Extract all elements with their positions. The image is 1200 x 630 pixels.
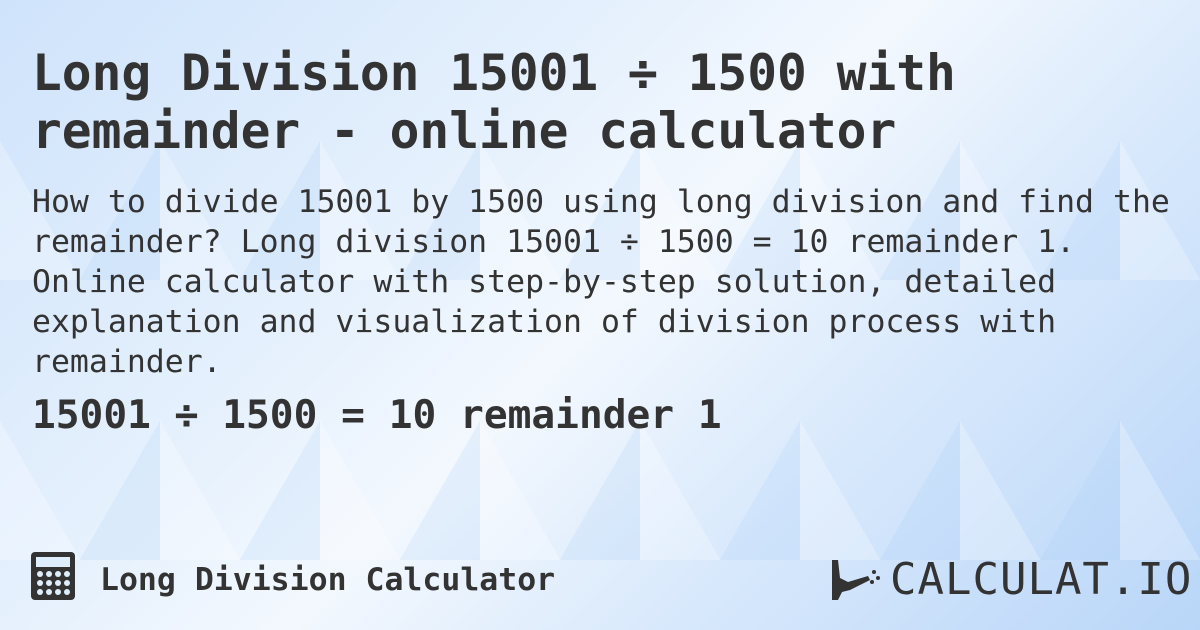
description: How to divide 15001 by 1500 using long d… — [32, 184, 1170, 380]
logo-hand-icon — [832, 560, 880, 600]
logo[interactable]: CALCULAT.IO — [890, 554, 1193, 605]
page-title: Long Division 15001 ÷ 1500 with remainde… — [32, 44, 956, 160]
calculator-name: Long Division Calculator — [100, 562, 556, 598]
calculator-icon — [31, 552, 75, 600]
result: 15001 ÷ 1500 = 10 remainder 1 — [32, 392, 722, 438]
